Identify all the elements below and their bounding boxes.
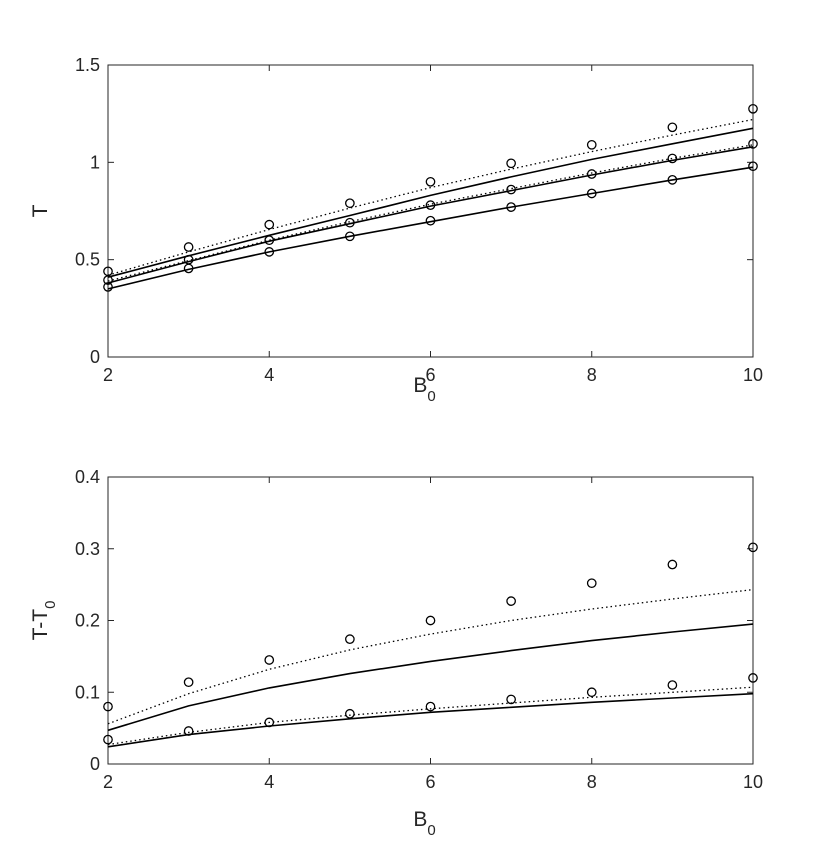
data-marker — [345, 217, 355, 228]
x-axis-label: B0 — [413, 808, 435, 839]
x-axis-label-main: B — [413, 808, 427, 831]
data-marker — [183, 726, 194, 736]
data-marker — [586, 578, 597, 589]
y-axis-label-main: T-T — [29, 609, 52, 641]
solid-series-line — [107, 623, 754, 732]
data-marker — [345, 708, 355, 719]
y-axis-label-sub: 0 — [42, 601, 59, 609]
solid-series-line — [107, 166, 754, 290]
data-marker — [586, 188, 597, 199]
data-marker — [506, 596, 516, 606]
data-marker — [667, 175, 678, 185]
x-tick-label: 6 — [425, 772, 435, 792]
solid-series-line — [107, 127, 754, 278]
data-marker — [667, 559, 678, 570]
x-tick-label: 6 — [425, 365, 435, 385]
x-tick-label: 8 — [587, 772, 597, 792]
data-marker — [425, 615, 436, 626]
data-marker — [103, 282, 113, 292]
data-marker — [425, 701, 436, 712]
data-marker — [748, 138, 758, 149]
x-axis-label-sub: 0 — [427, 388, 435, 405]
data-marker — [506, 694, 516, 705]
data-marker — [103, 275, 113, 285]
solid-series-line — [107, 146, 754, 284]
data-marker — [183, 263, 194, 274]
data-marker — [506, 202, 516, 212]
x-tick-label: 10 — [743, 772, 763, 792]
data-marker — [264, 655, 275, 665]
data-marker — [748, 103, 758, 114]
x-tick-label: 4 — [264, 772, 274, 792]
x-tick-label: 4 — [264, 365, 274, 385]
y-tick-label: 0 — [90, 754, 100, 774]
x-tick-label: 10 — [743, 365, 763, 385]
y-axis-label: T — [29, 204, 52, 217]
data-marker — [425, 200, 436, 211]
solid-series-line — [107, 692, 754, 748]
data-marker — [425, 215, 436, 226]
dotted-series-line — [107, 118, 754, 276]
data-marker — [748, 542, 758, 553]
data-marker — [103, 701, 113, 712]
data-marker — [183, 242, 194, 252]
dotted-series-line — [107, 588, 754, 725]
y-tick-label: 0 — [90, 347, 100, 367]
data-marker — [425, 176, 436, 187]
y-tick-label: 0.4 — [75, 467, 100, 487]
dotted-series-line — [107, 144, 754, 282]
data-marker — [586, 139, 597, 150]
data-marker — [667, 680, 678, 690]
data-marker — [264, 219, 275, 230]
data-marker — [506, 158, 516, 169]
y-tick-label: 0.5 — [75, 250, 100, 270]
data-marker — [103, 734, 113, 745]
data-marker — [264, 235, 275, 246]
x-axis-label: B0 — [413, 374, 435, 405]
y-tick-label: 0.2 — [75, 611, 100, 631]
data-marker — [264, 247, 275, 257]
x-axis-label-sub: 0 — [427, 822, 435, 839]
data-marker — [586, 169, 597, 179]
y-tick-label: 1.5 — [75, 55, 100, 75]
data-marker — [506, 184, 516, 195]
data-marker — [345, 231, 355, 242]
x-tick-label: 2 — [103, 772, 113, 792]
data-marker — [748, 161, 758, 172]
dotted-series-line — [107, 686, 754, 746]
data-marker — [667, 153, 678, 164]
data-marker — [183, 677, 194, 688]
data-marker — [345, 198, 355, 209]
y-tick-label: 0.1 — [75, 682, 100, 702]
plot-frame — [107, 64, 754, 358]
x-tick-label: 2 — [103, 365, 113, 385]
x-tick-label: 8 — [587, 365, 597, 385]
x-axis-label-main: B — [413, 374, 427, 397]
y-axis-label: T-T0 — [29, 601, 59, 641]
data-marker — [264, 717, 275, 728]
plot-frame — [107, 476, 754, 765]
data-marker — [748, 673, 758, 683]
data-marker — [345, 634, 355, 645]
y-tick-label: 0.3 — [75, 539, 100, 559]
y-tick-label: 1 — [90, 152, 100, 172]
data-marker — [667, 122, 678, 133]
data-marker — [586, 687, 597, 698]
